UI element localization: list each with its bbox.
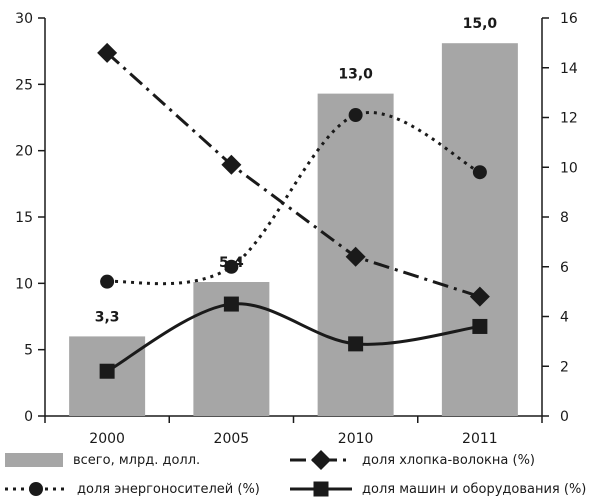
bar-data-label: 3,3 [95, 309, 120, 325]
x-axis: 2000 2005 2010 2011 [44, 415, 543, 447]
square-marker [348, 336, 364, 352]
line-diamond [106, 51, 481, 299]
line-series [97, 42, 490, 379]
legend-label: доля хлопка-волокна (%) [362, 453, 535, 468]
right-tick-label: 6 [560, 260, 569, 276]
diamond-marker [469, 286, 490, 307]
right-tick-label: 2 [560, 359, 569, 375]
circle-marker [224, 259, 239, 274]
left-tick-label: 0 [24, 409, 33, 425]
square-marker [313, 481, 329, 497]
left-tick-label: 15 [15, 210, 33, 226]
legend-label: доля энергоносителей (%) [77, 482, 260, 497]
x-tick-label: 2011 [462, 431, 498, 447]
left-tick-label: 25 [15, 77, 33, 93]
square-marker [99, 363, 115, 379]
x-tick-label: 2010 [338, 431, 374, 447]
x-tick-label: 2000 [89, 431, 125, 447]
left-y-axis: 0 5 10 15 20 25 30 [15, 11, 46, 425]
legend-swatch-bar [5, 453, 63, 467]
bar-data-label: 5,4 [219, 255, 244, 271]
diamond-marker [311, 450, 331, 470]
left-tick-label: 10 [15, 276, 33, 292]
diamond-marker [345, 246, 366, 267]
right-tick-label: 14 [560, 61, 578, 77]
left-tick-label: 5 [24, 343, 33, 359]
right-tick-label: 12 [560, 111, 578, 127]
bar [441, 43, 518, 416]
bar-data-label: 15,0 [463, 16, 498, 32]
legend-label: доля машин и оборудования (%) [362, 482, 586, 497]
circle-marker [348, 108, 363, 123]
right-tick-label: 16 [560, 11, 578, 27]
data-labels: 3,3 5,4 13,0 15,0 [95, 16, 498, 325]
legend: всего, млрд. долл. доля хлопка-волокна (%… [5, 450, 586, 497]
diamond-marker [97, 42, 118, 63]
right-tick-label: 8 [560, 210, 569, 226]
line-square [106, 302, 481, 373]
diamond-marker [221, 154, 242, 175]
circle-marker [100, 274, 115, 289]
bar-series [69, 43, 518, 417]
left-tick-label: 30 [15, 11, 33, 27]
circle-marker [29, 482, 43, 496]
left-tick-label: 20 [15, 144, 33, 160]
right-y-axis: 0 2 4 6 8 10 12 14 16 [541, 11, 578, 425]
right-tick-label: 0 [560, 409, 569, 425]
right-tick-label: 4 [560, 310, 569, 326]
x-tick-label: 2005 [214, 431, 250, 447]
bar-data-label: 13,0 [338, 67, 373, 83]
legend-label: всего, млрд. долл. [73, 453, 200, 468]
square-marker [223, 296, 239, 312]
right-tick-label: 10 [560, 160, 578, 176]
line-circle [106, 111, 481, 286]
circle-marker [472, 165, 487, 180]
square-marker [472, 318, 488, 334]
